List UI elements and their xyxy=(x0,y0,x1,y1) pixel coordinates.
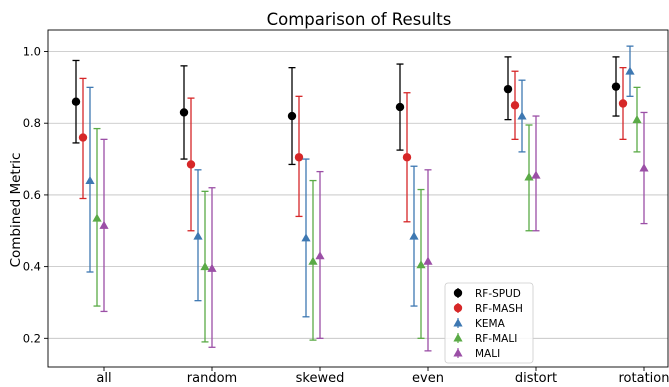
series-rf-mash xyxy=(78,66,628,232)
data-point xyxy=(301,233,311,242)
legend-marker xyxy=(453,318,463,327)
legend: RF-SPUD RF-MASH KEMA RF-MALI MALI xyxy=(444,282,534,364)
legend-label: RF-MASH xyxy=(475,303,523,315)
legend-item: KEMA xyxy=(453,318,506,330)
data-point xyxy=(200,262,210,271)
y-tick-label: 0.8 xyxy=(23,116,41,130)
data-point xyxy=(611,82,621,91)
data-point xyxy=(531,170,541,179)
data-point xyxy=(503,84,513,94)
data-point xyxy=(287,111,297,121)
y-tick-label: 1.0 xyxy=(23,45,41,59)
legend-marker xyxy=(453,333,463,342)
data-point xyxy=(402,153,412,162)
grid-layer xyxy=(48,51,668,339)
legend-item: RF-SPUD xyxy=(453,288,521,300)
chart-title: Comparison of Results xyxy=(267,10,452,29)
data-point xyxy=(618,99,628,108)
series-rf-spud xyxy=(71,56,621,166)
data-point xyxy=(186,160,196,169)
data-point xyxy=(510,101,520,110)
y-tick-label: 0.2 xyxy=(23,331,41,345)
data-point xyxy=(207,263,217,272)
legend-item: RF-MALI xyxy=(453,333,517,345)
data-point xyxy=(524,172,534,181)
legend-item: RF-MASH xyxy=(453,303,523,315)
x-tick-label: random xyxy=(187,371,237,386)
legend-item: MALI xyxy=(453,348,500,360)
legend-marker xyxy=(453,348,463,357)
x-tick-label: even xyxy=(412,371,444,386)
y-tick-label: 0.6 xyxy=(23,188,41,202)
x-tick-layer: all random skewed even distort rotation xyxy=(96,367,669,386)
x-tick-label: distort xyxy=(515,371,557,386)
legend-label: RF-MALI xyxy=(475,333,517,345)
x-tick-label: rotation xyxy=(619,371,669,386)
legend-box xyxy=(444,282,534,364)
data-point xyxy=(517,111,527,120)
plot-area-frame xyxy=(47,29,669,368)
data-point xyxy=(416,260,426,269)
x-tick-label: all xyxy=(96,371,111,386)
data-point xyxy=(409,231,419,240)
data-point xyxy=(308,256,318,265)
data-point xyxy=(294,153,304,162)
series-layer xyxy=(71,45,649,352)
data-point xyxy=(92,213,102,222)
data-point xyxy=(315,251,325,260)
legend-marker xyxy=(453,288,463,298)
y-tick-layer: 0.2 0.4 0.6 0.8 1.0 xyxy=(23,45,48,345)
data-point xyxy=(632,115,642,124)
data-point xyxy=(179,108,189,117)
data-point xyxy=(85,175,95,185)
x-tick-label: skewed xyxy=(296,371,345,386)
series-rf-mali xyxy=(92,86,642,343)
legend-label: RF-SPUD xyxy=(475,288,521,300)
data-point xyxy=(193,231,203,240)
data-point xyxy=(78,133,88,142)
legend-label: MALI xyxy=(475,348,500,360)
data-point xyxy=(71,97,81,106)
y-tick-label: 0.4 xyxy=(23,260,41,274)
legend-marker xyxy=(453,303,463,313)
series-kema xyxy=(85,45,635,318)
y-axis-label: Combined Metric xyxy=(8,153,24,268)
legend-label: KEMA xyxy=(475,318,506,330)
data-point xyxy=(625,66,635,75)
data-point xyxy=(639,163,649,172)
series-mali xyxy=(99,111,649,352)
data-point xyxy=(395,102,405,112)
data-point xyxy=(99,220,109,229)
data-point xyxy=(423,256,433,265)
